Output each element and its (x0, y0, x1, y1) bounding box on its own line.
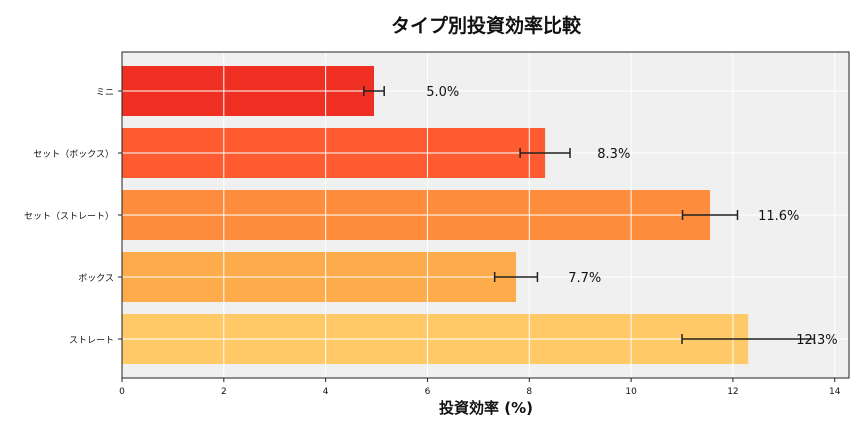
y-tick-label: ミニ (96, 88, 114, 98)
x-tick-label: 0 (119, 387, 125, 397)
y-tick-label: セット（ストレート） (24, 211, 114, 222)
y-tick-label: ボックス (78, 273, 114, 284)
x-tick-label: 14 (829, 387, 841, 397)
data-label: 7.7% (568, 271, 601, 286)
x-axis-label: 投資効率 (%) (439, 399, 533, 417)
x-tick-label: 8 (526, 387, 532, 397)
y-tick-label: セット（ボックス） (33, 149, 114, 160)
x-tick-label: 4 (323, 387, 329, 397)
data-labels: 5.0% 8.3% 11.6% 7.7% 12.3% (426, 85, 837, 348)
x-tick-label: 12 (727, 387, 738, 397)
data-label: 12.3% (796, 333, 837, 348)
x-tick-label: 10 (625, 387, 637, 397)
data-label: 5.0% (426, 85, 459, 100)
chart-title: タイプ別投資効率比較 (391, 14, 582, 37)
data-label: 8.3% (597, 147, 630, 162)
y-tick-label: ストレート (69, 336, 114, 346)
x-tick-label: 6 (425, 387, 431, 397)
error-bars (363, 86, 816, 344)
x-tick-label: 2 (221, 387, 227, 397)
data-label: 11.6% (758, 209, 799, 224)
x-axis-ticks: 0 2 4 6 8 10 12 14 (119, 378, 841, 397)
